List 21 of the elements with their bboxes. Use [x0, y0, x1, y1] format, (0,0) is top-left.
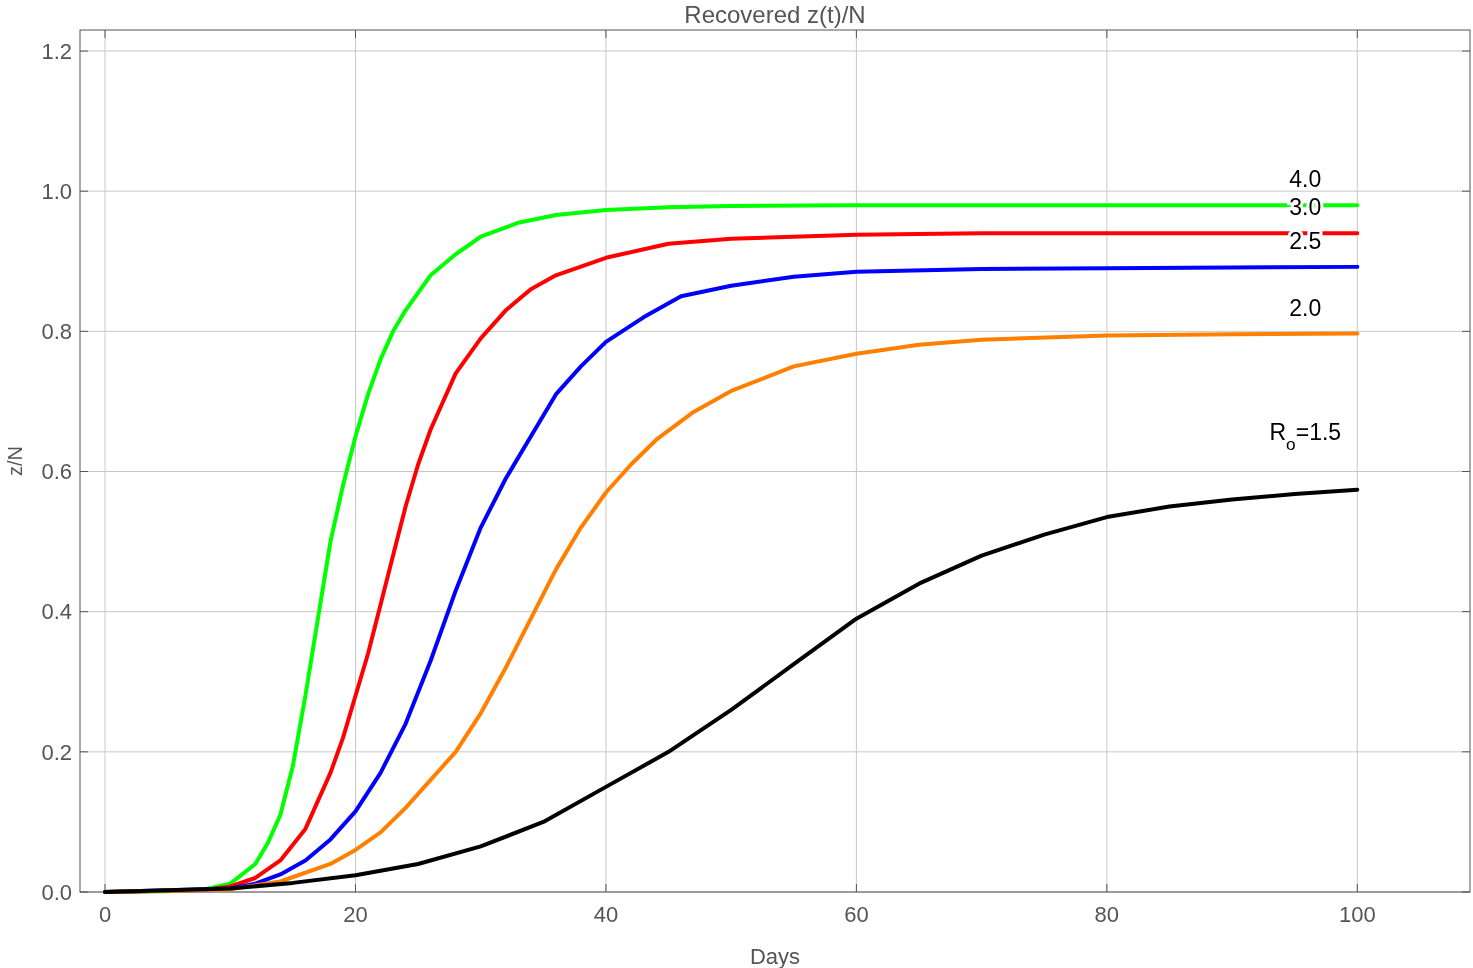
annotation: 4.0 — [1289, 166, 1322, 193]
y-tick-label: 0.4 — [41, 599, 72, 625]
y-axis-title: z/N — [4, 446, 26, 476]
x-tick-label: 0 — [98, 902, 112, 927]
x-tick-label: 80 — [1094, 902, 1120, 927]
annotation: R$_{o}$=1.5 — [1269, 418, 1342, 454]
y-tick-label: 0.8 — [41, 319, 72, 345]
x-axis-title: Days — [749, 944, 801, 968]
x-tick-label: 40 — [593, 902, 619, 927]
x-tick-label: 100 — [1338, 902, 1376, 927]
y-tick-label: 1.0 — [41, 178, 72, 204]
y-tick-label: 1.2 — [41, 38, 72, 64]
y-tick-label: 0.2 — [41, 739, 72, 765]
annotation: 2.5 — [1289, 227, 1322, 254]
annotation: 2.0 — [1289, 294, 1322, 321]
chart-title: Recovered z(t)/N — [684, 1, 866, 28]
line-series — [103, 487, 1360, 894]
x-tick-label: 60 — [844, 902, 869, 927]
y-tick-label: 0.0 — [41, 879, 72, 905]
y-tick-label: 0.6 — [41, 459, 72, 485]
x-tick-label: 20 — [343, 902, 368, 927]
